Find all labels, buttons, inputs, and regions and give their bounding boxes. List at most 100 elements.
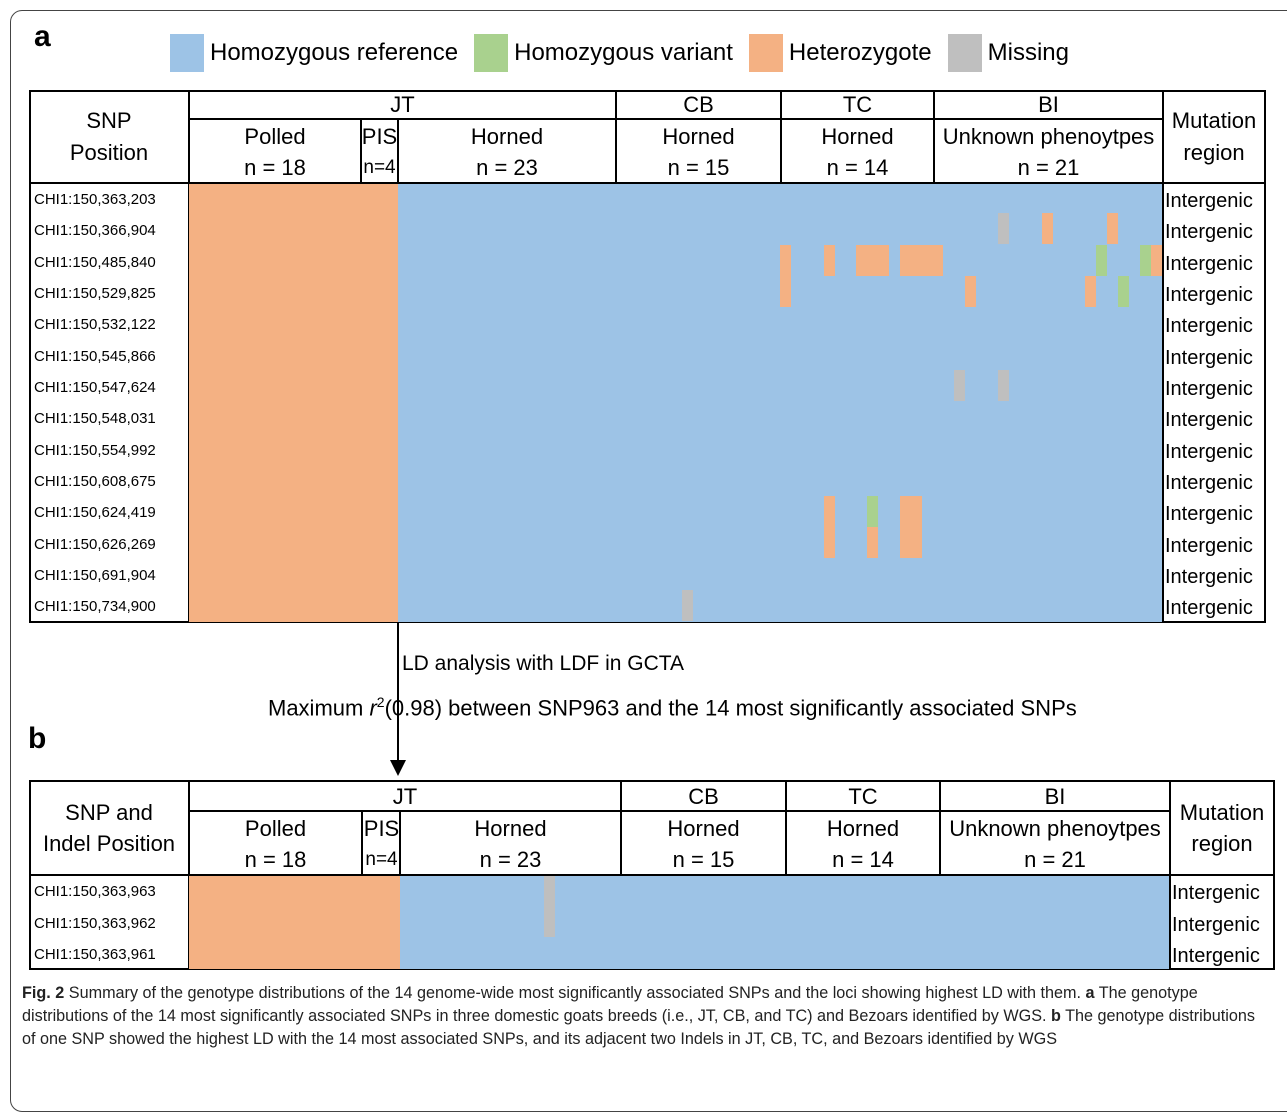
breed-cb: CB bbox=[683, 92, 714, 117]
caption-fig-label: Fig. 2 bbox=[22, 984, 65, 1002]
group-n: n = 14 bbox=[832, 847, 894, 872]
mutation-region-label: Intergenic bbox=[1165, 472, 1253, 494]
group-name: Horned bbox=[826, 816, 900, 841]
caption-b: b bbox=[1051, 1007, 1061, 1025]
mutation-region-label: Intergenic bbox=[1165, 535, 1253, 557]
mutation-region-label: Intergenic bbox=[1165, 409, 1253, 431]
legend: Homozygous reference Homozygous variant … bbox=[170, 34, 1085, 72]
group-name: Polled bbox=[244, 124, 306, 149]
breed-tc: TC bbox=[842, 92, 873, 117]
table-a-col-line bbox=[1162, 90, 1164, 623]
breed-jt: JT bbox=[392, 784, 418, 809]
ld-analysis-text: LD analysis with LDF in GCTA bbox=[402, 652, 685, 675]
mutation-region-header: region bbox=[1191, 831, 1253, 856]
genotype-cell bbox=[998, 370, 1009, 401]
group-name: Horned bbox=[821, 124, 894, 149]
ld-arrow-head bbox=[390, 760, 406, 776]
snp-row-label: CHI1:150,529,825 bbox=[34, 285, 156, 302]
horned-homref-block bbox=[400, 876, 1169, 969]
table-b-col-line bbox=[785, 780, 787, 875]
genotype-cell bbox=[900, 496, 922, 558]
genotype-cell bbox=[1042, 213, 1053, 244]
group-n: n = 21 bbox=[1024, 847, 1086, 872]
breed-bi: BI bbox=[1044, 784, 1066, 809]
panel-b-label: b bbox=[28, 722, 47, 755]
breed-cb: CB bbox=[688, 784, 719, 809]
panel-a-label: a bbox=[34, 20, 51, 53]
group-name: Horned bbox=[662, 124, 735, 149]
group-name: Horned bbox=[474, 816, 547, 841]
legend-label-het: Heterozygote bbox=[788, 39, 932, 66]
group-name: PIS bbox=[361, 124, 398, 149]
table-a-breed-line bbox=[188, 118, 1163, 120]
mutation-region-header: Mutation bbox=[1171, 108, 1257, 133]
legend-swatch-hom-var bbox=[474, 34, 509, 72]
legend-item-missing: Missing bbox=[947, 34, 1069, 72]
snp-row-label: CHI1:150,363,961 bbox=[34, 946, 156, 963]
group-n: n=4 bbox=[363, 157, 396, 178]
max-prefix: Maximum bbox=[268, 695, 370, 721]
legend-swatch-hom-ref bbox=[170, 34, 204, 72]
breed-jt: JT bbox=[390, 92, 415, 117]
mutation-region-label: Intergenic bbox=[1165, 378, 1253, 400]
legend-label-hom-ref: Homozygous reference bbox=[210, 39, 459, 66]
snp-row-label: CHI1:150,485,840 bbox=[34, 254, 156, 271]
snp-row-label: CHI1:150,608,675 bbox=[34, 473, 156, 490]
snp-row-label: CHI1:150,545,866 bbox=[34, 348, 156, 365]
table-b-breed-line bbox=[188, 810, 1170, 812]
mutation-region-header: region bbox=[1183, 140, 1245, 165]
table-a-col-line bbox=[360, 118, 362, 183]
table-b-col-line bbox=[620, 780, 622, 875]
group-n: n = 23 bbox=[479, 847, 542, 872]
snp-row-label: CHI1:150,532,122 bbox=[34, 316, 156, 333]
snp-row-label: CHI1:150,366,904 bbox=[34, 222, 156, 239]
snp-row-label: CHI1:150,547,624 bbox=[34, 379, 156, 396]
mutation-region-label: Intergenic bbox=[1165, 315, 1253, 337]
mutation-region-label: Intergenic bbox=[1165, 441, 1253, 463]
genotype-cell bbox=[544, 876, 555, 937]
caption-text: The genotype distributions of the 14 mos… bbox=[22, 984, 1198, 1025]
genotype-cell bbox=[965, 276, 976, 307]
breed-bi: BI bbox=[1038, 92, 1059, 117]
snp-row-label: CHI1:150,363,203 bbox=[34, 191, 156, 208]
mutation-region-label: Intergenic bbox=[1172, 945, 1260, 967]
genotype-cell bbox=[1085, 276, 1096, 307]
group-n: n = 15 bbox=[667, 155, 730, 180]
legend-item-het: Heterozygote bbox=[748, 34, 932, 72]
ld-arrow-line bbox=[397, 623, 399, 762]
breed-tc: TC bbox=[848, 784, 878, 809]
table-a-header-bottom bbox=[29, 182, 1266, 184]
mutation-region-label: Intergenic bbox=[1165, 221, 1253, 243]
genotype-cell bbox=[954, 370, 965, 401]
table-a-col-line bbox=[933, 90, 935, 183]
legend-item-hom-ref: Homozygous reference bbox=[170, 34, 458, 72]
genotype-cell bbox=[780, 245, 791, 307]
snp-indel-header: Indel Position bbox=[42, 831, 176, 856]
group-n: n=4 bbox=[365, 849, 398, 870]
table-a-col-line bbox=[397, 118, 399, 183]
group-n: n = 14 bbox=[826, 155, 889, 180]
snp-row-label: CHI1:150,624,419 bbox=[34, 504, 156, 521]
group-name: Polled bbox=[244, 816, 307, 841]
polled-pis-het-block bbox=[189, 876, 400, 969]
genotype-cell bbox=[856, 245, 889, 276]
table-b-col-line bbox=[939, 780, 941, 875]
snp-row-label: CHI1:150,554,992 bbox=[34, 442, 156, 459]
group-n: n = 23 bbox=[476, 155, 538, 180]
caption-text: The genotype distributions of one SNP sh… bbox=[22, 1007, 1255, 1048]
max-suffix: (0.98) between SNP963 and the 14 most si… bbox=[384, 695, 1077, 721]
genotype-cell bbox=[998, 213, 1009, 244]
legend-item-hom-var: Homozygous variant bbox=[474, 34, 733, 72]
max-sup: 2 bbox=[376, 694, 385, 710]
group-n: n = 18 bbox=[244, 847, 307, 872]
mutation-region-label: Intergenic bbox=[1165, 503, 1253, 525]
group-n: n = 18 bbox=[244, 155, 306, 180]
mutation-region-label: Intergenic bbox=[1172, 914, 1260, 936]
legend-label-missing: Missing bbox=[987, 39, 1069, 66]
mutation-region-label: Intergenic bbox=[1165, 253, 1253, 275]
snp-row-label: CHI1:150,548,031 bbox=[34, 410, 156, 427]
mutation-region-label: Intergenic bbox=[1165, 597, 1253, 619]
genotype-cell bbox=[867, 527, 878, 558]
genotype-cell bbox=[1151, 245, 1162, 276]
group-name: Horned bbox=[667, 816, 740, 841]
